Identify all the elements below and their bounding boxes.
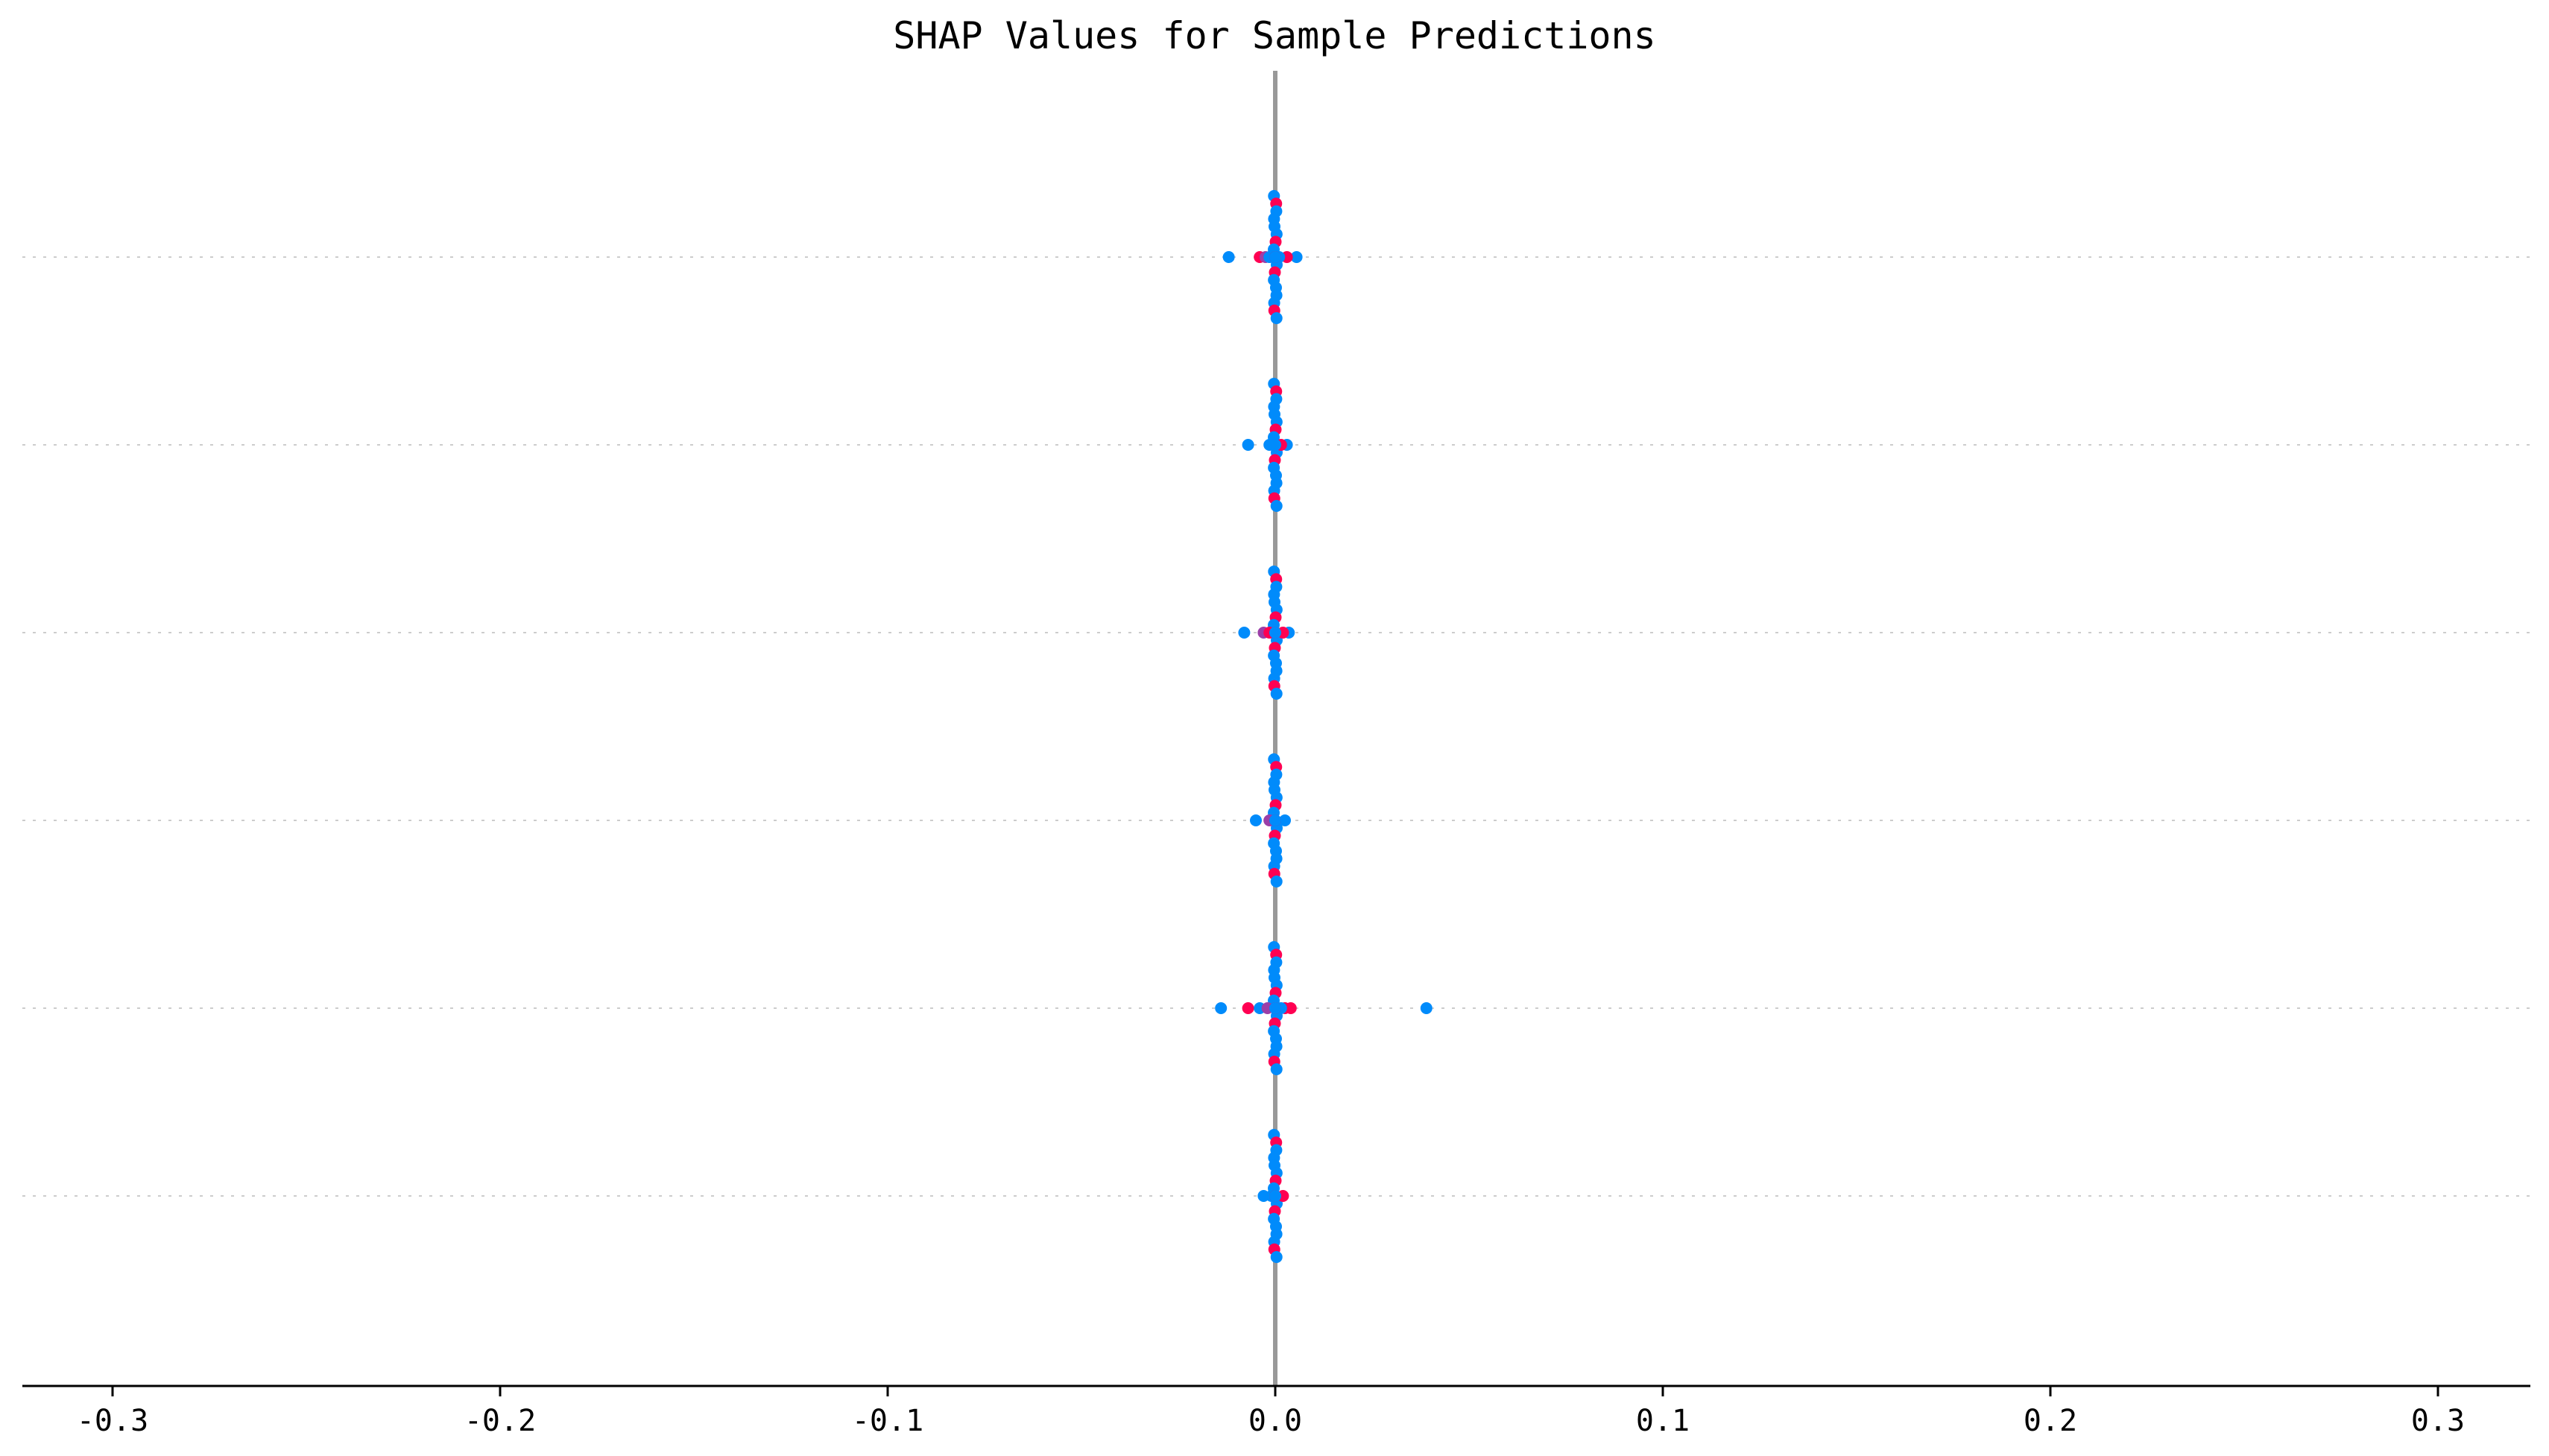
shap-point-row1-0: [1242, 439, 1254, 451]
shap-point-row3-4: [1269, 814, 1281, 826]
shap-point-row4-9: [1269, 1002, 1281, 1014]
shap-point-dense-row5-16: [1270, 1251, 1283, 1263]
shap-point-row2-6: [1269, 627, 1281, 639]
shap-point-dense-row0-16: [1270, 312, 1283, 324]
shap-point-row3-1: [1279, 814, 1291, 826]
shap-point-row3-0: [1250, 814, 1262, 826]
shap-point-row4-2: [1242, 1002, 1254, 1014]
shap-point-row0-8: [1269, 251, 1281, 263]
x-tick-label-1: -0.2: [464, 1404, 536, 1438]
shap-point-row2-0: [1238, 627, 1251, 639]
shap-point-row0-0: [1222, 251, 1235, 263]
x-tick-label-3: 0.0: [1248, 1404, 1302, 1438]
shap-point-row4-1: [1420, 1002, 1433, 1014]
shap-point-dense-row2-16: [1270, 688, 1283, 700]
shap-point-row1-4: [1269, 439, 1281, 451]
x-tick-label-4: 0.1: [1636, 1404, 1690, 1438]
x-tick-label-5: 0.2: [2024, 1404, 2077, 1438]
shap-points: [1215, 190, 1433, 1263]
shap-point-dense-row1-16: [1270, 500, 1283, 512]
x-tick-label-6: 0.3: [2411, 1404, 2465, 1438]
shap-point-dense-row4-16: [1270, 1063, 1283, 1075]
chart-title: SHAP Values for Sample Predictions: [893, 14, 1656, 57]
shap-point-dense-row3-16: [1270, 876, 1283, 887]
shap-point-row0-1: [1290, 251, 1303, 263]
x-tick-label-2: -0.1: [852, 1404, 923, 1438]
shap-point-row4-0: [1215, 1002, 1228, 1014]
x-axis-ticks: -0.3 -0.2 -0.1 0.0 0.1 0.2 0.3: [77, 1386, 2465, 1438]
x-tick-label-0: -0.3: [77, 1404, 148, 1438]
shap-point-row5-4: [1269, 1190, 1281, 1202]
